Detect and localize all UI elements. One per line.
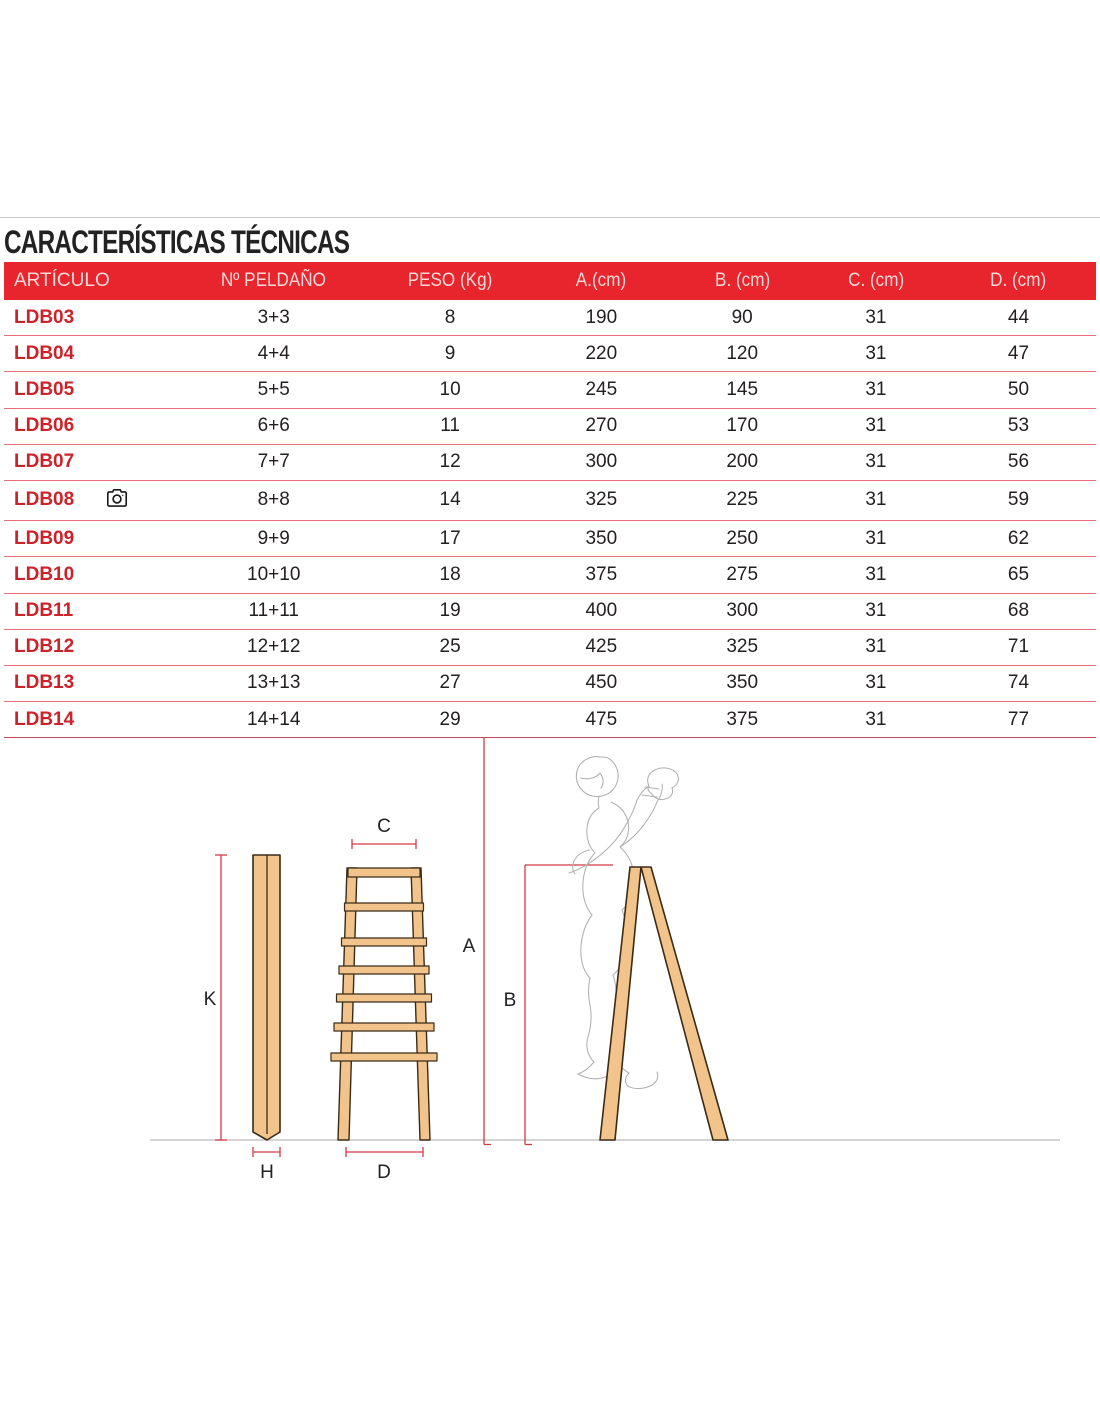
svg-text:A: A	[463, 936, 476, 957]
svg-text:B: B	[504, 990, 517, 1011]
svg-text:D: D	[377, 1162, 391, 1183]
svg-text:H: H	[260, 1162, 274, 1183]
svg-text:K: K	[204, 989, 217, 1010]
svg-text:C: C	[377, 816, 391, 837]
